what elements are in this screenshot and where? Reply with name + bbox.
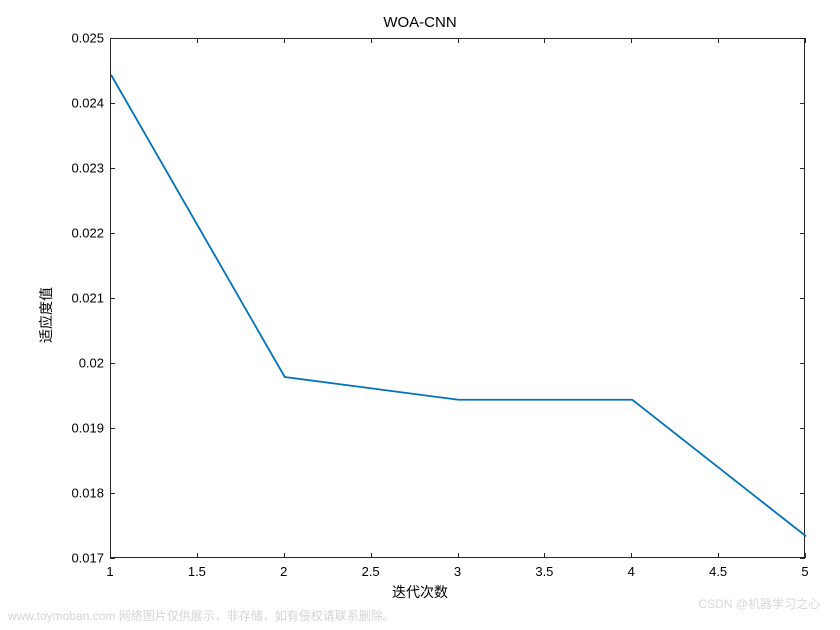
x-tick-mark — [458, 38, 459, 43]
chart-title: WOA-CNN — [0, 14, 840, 31]
y-tick-label: 0.023 — [60, 161, 104, 176]
x-tick-label: 1.5 — [188, 564, 206, 579]
y-tick-mark — [800, 38, 805, 39]
x-tick-mark — [805, 38, 806, 43]
y-tick-label: 0.024 — [60, 96, 104, 111]
plot-area — [110, 38, 805, 558]
x-tick-mark — [284, 553, 285, 558]
watermark-right: CSDN @机器学习之心 — [698, 595, 820, 612]
x-tick-mark — [197, 553, 198, 558]
x-tick-label: 3.5 — [535, 564, 553, 579]
y-tick-label: 0.022 — [60, 226, 104, 241]
x-tick-mark — [805, 553, 806, 558]
x-tick-label: 2.5 — [362, 564, 380, 579]
x-tick-mark — [544, 553, 545, 558]
y-tick-mark — [110, 38, 115, 39]
y-axis-label: 适应度值 — [36, 287, 56, 343]
y-tick-mark — [800, 558, 805, 559]
x-tick-mark — [718, 553, 719, 558]
y-tick-mark — [800, 428, 805, 429]
y-tick-mark — [800, 233, 805, 234]
y-tick-mark — [800, 103, 805, 104]
y-tick-label: 0.017 — [60, 551, 104, 566]
y-tick-mark — [110, 558, 115, 559]
x-tick-mark — [197, 38, 198, 43]
x-tick-mark — [631, 553, 632, 558]
data-line — [111, 75, 806, 537]
x-tick-mark — [631, 38, 632, 43]
line-plot-svg — [111, 39, 806, 559]
y-tick-mark — [110, 493, 115, 494]
y-tick-label: 0.025 — [60, 31, 104, 46]
y-tick-mark — [800, 168, 805, 169]
x-tick-mark — [371, 553, 372, 558]
x-tick-label: 1 — [106, 564, 113, 579]
x-tick-label: 4.5 — [709, 564, 727, 579]
x-tick-mark — [371, 38, 372, 43]
y-tick-mark — [800, 363, 805, 364]
chart-container: WOA-CNN 适应度值 迭代次数 www.toymoban.com 网络图片仅… — [0, 0, 840, 630]
x-tick-mark — [458, 553, 459, 558]
watermark-left: www.toymoban.com 网络图片仅供展示，非存储，如有侵权请联系删除。 — [8, 607, 395, 624]
y-tick-mark — [110, 428, 115, 429]
x-tick-label: 2 — [280, 564, 287, 579]
y-tick-mark — [110, 103, 115, 104]
x-tick-mark — [284, 38, 285, 43]
x-tick-label: 5 — [801, 564, 808, 579]
x-tick-label: 3 — [454, 564, 461, 579]
y-tick-mark — [800, 493, 805, 494]
y-tick-mark — [110, 233, 115, 234]
y-tick-label: 0.018 — [60, 486, 104, 501]
y-tick-mark — [110, 298, 115, 299]
x-tick-mark — [544, 38, 545, 43]
y-tick-mark — [110, 363, 115, 364]
y-tick-mark — [800, 298, 805, 299]
y-tick-label: 0.021 — [60, 291, 104, 306]
x-tick-mark — [718, 38, 719, 43]
x-tick-label: 4 — [628, 564, 635, 579]
y-tick-label: 0.019 — [60, 421, 104, 436]
y-tick-label: 0.02 — [60, 356, 104, 371]
y-tick-mark — [110, 168, 115, 169]
